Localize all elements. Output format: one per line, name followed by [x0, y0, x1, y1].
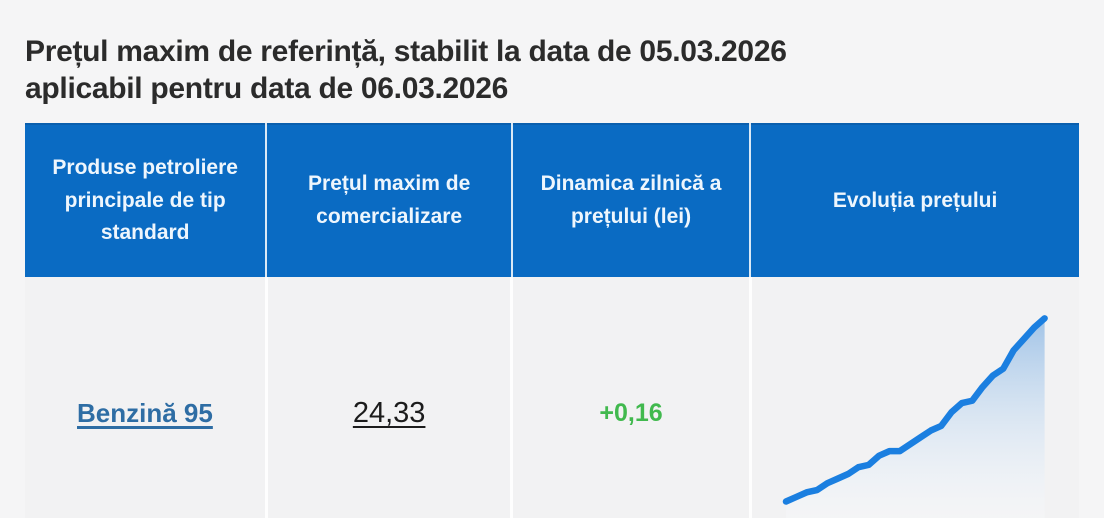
column-header-max-price: Prețul maxim de comercializare — [266, 122, 513, 277]
page-title-line2: aplicabil pentru data de 06.03.2026 — [25, 71, 509, 105]
column-header-daily-dynamics: Dinamica zilnică a prețului (lei) — [511, 122, 752, 277]
product-link-benzina-95[interactable]: Benzină 95 — [77, 397, 213, 428]
daily-change-benzina-95: +0,16 — [599, 398, 663, 427]
price-sparkline-benzina-95 — [786, 300, 1045, 518]
page-title: Prețul maxim de referință, stabilit la d… — [25, 34, 1079, 108]
page: Prețul maxim de referință, stabilit la d… — [0, 18, 1104, 518]
column-header-price-evolution: Evoluția prețului — [750, 122, 1079, 277]
fuel-price-table: Produse petroliere principale de tip sta… — [25, 122, 1079, 518]
page-title-line1: Prețul maxim de referință, stabilit la d… — [25, 35, 787, 68]
max-price-benzina-95: 24,33 — [352, 396, 426, 429]
table-header: Produse petroliere principale de tip sta… — [25, 122, 1079, 277]
table-row-benzina-95: Benzină 95 24,33 +0,16 — [25, 276, 1079, 518]
column-header-products: Produse petroliere principale de tip sta… — [25, 122, 268, 277]
